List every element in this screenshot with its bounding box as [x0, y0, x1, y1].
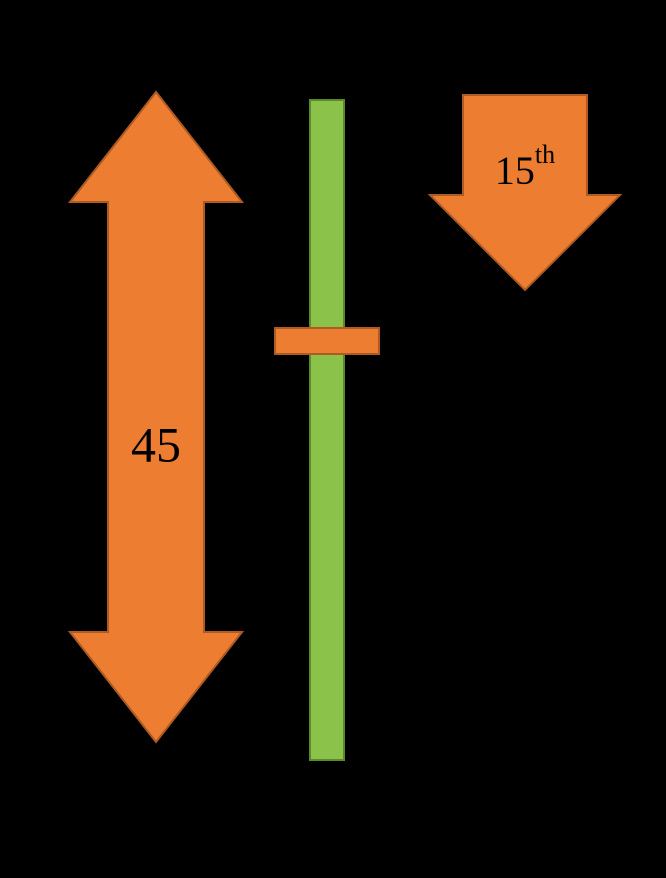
diagram-svg: 45 15th [0, 0, 666, 873]
slider-track[interactable] [310, 100, 344, 760]
down-arrow: 15th [430, 95, 620, 290]
double-arrow-label: 45 [131, 416, 181, 472]
slider-handle[interactable] [275, 328, 379, 354]
diagram-canvas: 45 15th [0, 0, 666, 873]
double-arrow: 45 [70, 92, 242, 742]
